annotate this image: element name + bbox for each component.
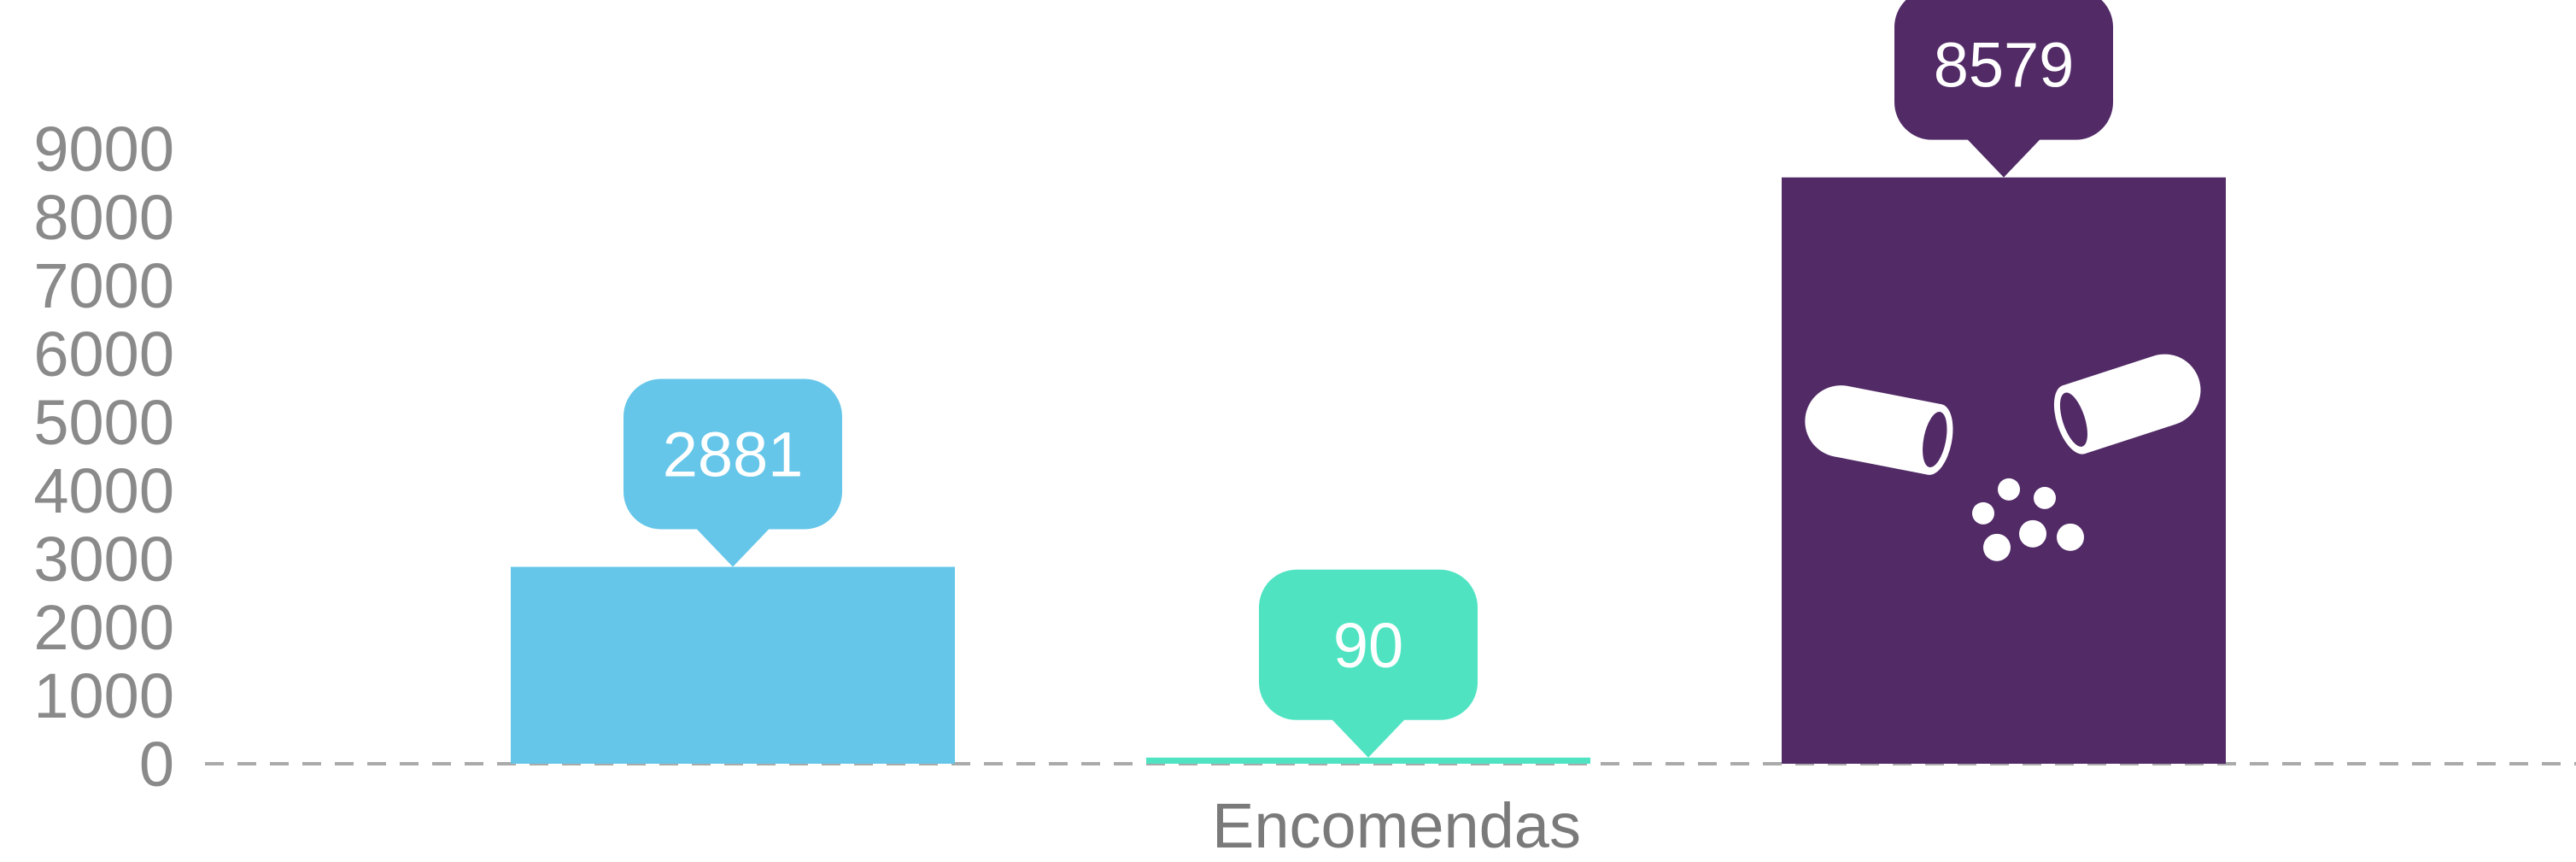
y-tick-label: 5000 (33, 387, 174, 458)
y-tick-label: 7000 (33, 250, 174, 321)
data-label-callout: 90 (1259, 569, 1478, 758)
bar-series-2 (1146, 757, 1590, 764)
y-tick-label: 4000 (33, 455, 174, 526)
y-tick-label: 9000 (33, 114, 174, 185)
y-tick-label: 8000 (33, 182, 174, 253)
data-labels: 2881 90 8579 (624, 0, 2113, 758)
data-label: 8579 (1934, 30, 2075, 101)
bars (511, 177, 2226, 764)
pill-capsule-icon (1805, 354, 2201, 561)
data-label: 90 (1333, 610, 1403, 681)
y-tick-label: 0 (139, 729, 174, 800)
y-tick-label: 1000 (33, 660, 174, 731)
bar-series-3 (1782, 177, 2226, 764)
x-axis-category-label: Encomendas (1212, 790, 1581, 861)
data-label-callout: 8579 (1894, 0, 2113, 178)
data-label: 2881 (663, 419, 804, 490)
y-tick-label: 3000 (33, 524, 174, 595)
data-label-callout: 2881 (624, 378, 842, 567)
y-tick-label: 6000 (33, 319, 174, 390)
y-tick-label: 2000 (33, 592, 174, 663)
bar-series-1 (511, 566, 955, 764)
